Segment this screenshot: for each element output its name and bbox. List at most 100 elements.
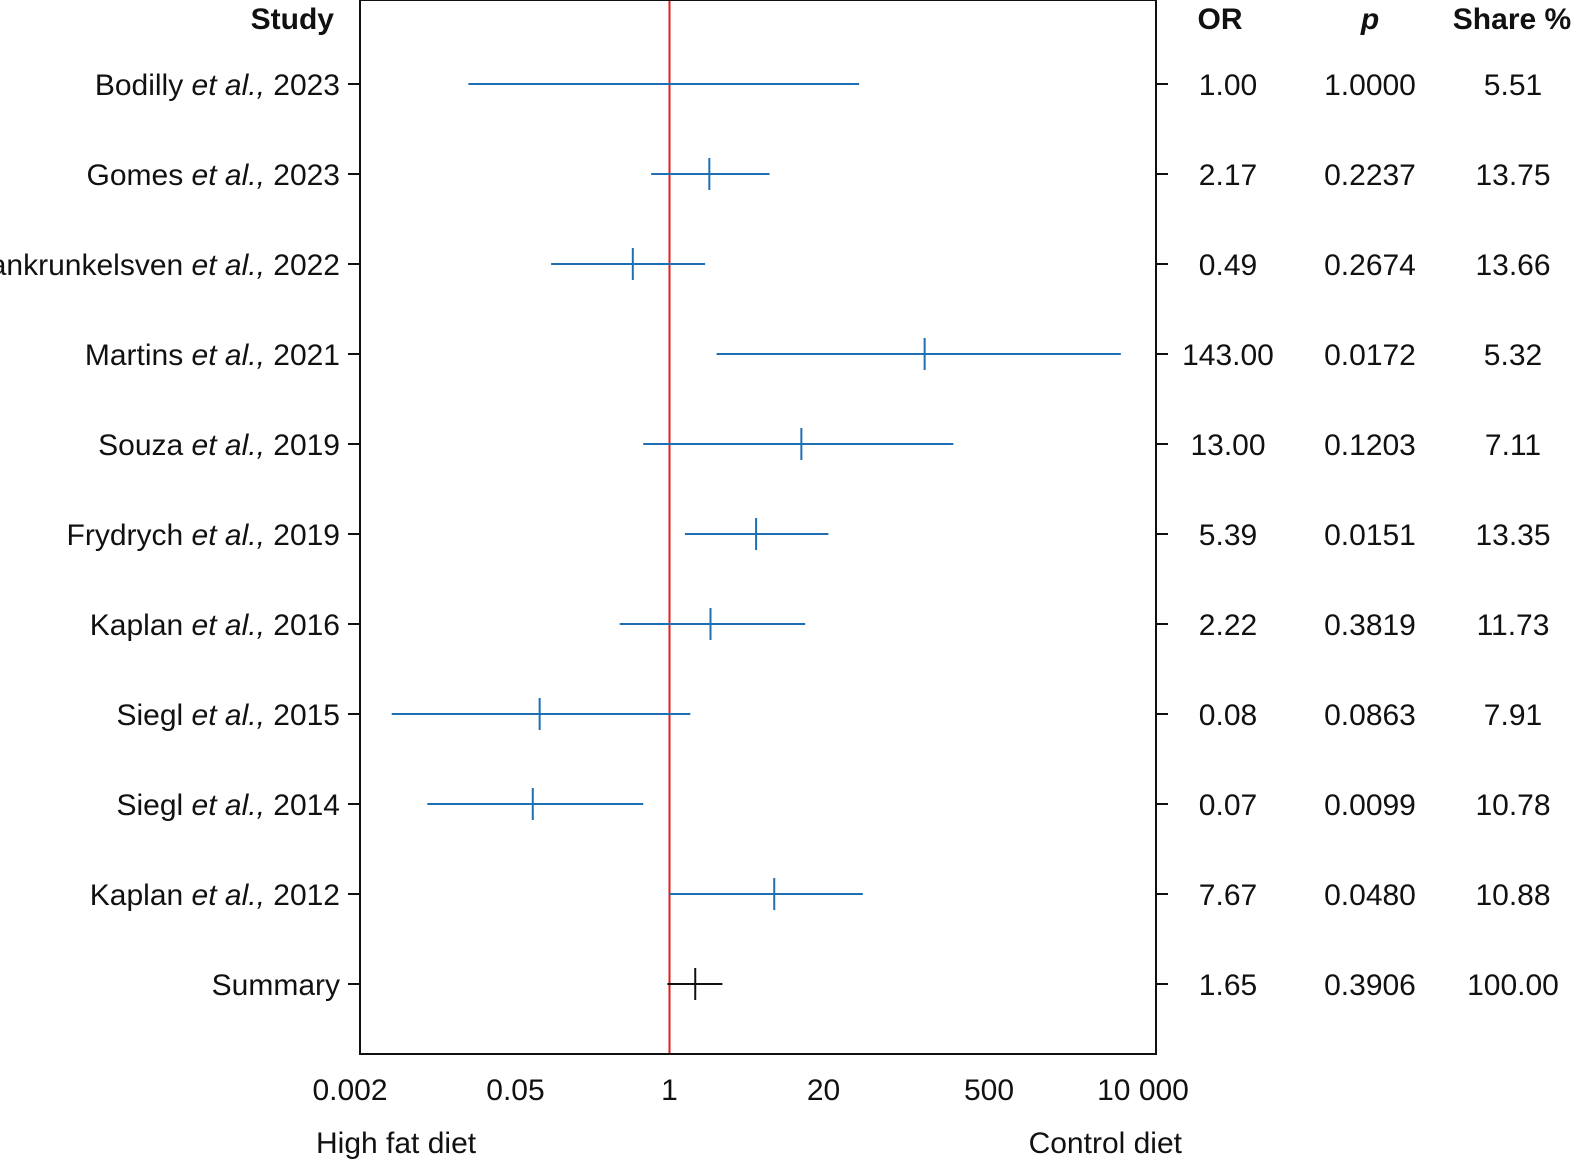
or-value: 0.49: [1199, 249, 1257, 282]
or-value: 143.00: [1182, 339, 1274, 372]
study-author: Kaplan: [90, 609, 192, 642]
share-value: 11.73: [1477, 609, 1550, 642]
p-value: 0.2674: [1324, 249, 1416, 282]
share-value: 7.11: [1485, 429, 1541, 462]
study-etal: et al.,: [192, 519, 265, 552]
study-author: Kaplan: [90, 879, 192, 912]
study-etal: et al.,: [192, 339, 265, 372]
study-row: Souza et al., 2019 13.00 0.1203 7.11: [98, 428, 1541, 462]
or-value: 0.08: [1199, 699, 1257, 732]
share-value: 7.91: [1484, 699, 1542, 732]
study-label: Vankrunkelsven et al., 2022: [0, 249, 340, 282]
share-value: 13.75: [1475, 159, 1550, 192]
header-p: p: [1360, 3, 1379, 36]
study-year: 2022: [265, 249, 340, 282]
x-tick-label: 1: [661, 1074, 678, 1107]
or-value: 1.65: [1199, 969, 1257, 1002]
study-label: Siegl et al., 2014: [117, 789, 341, 822]
study-author: Vankrunkelsven: [0, 249, 192, 282]
header-study: Study: [251, 3, 335, 36]
share-value: 13.66: [1475, 249, 1550, 282]
header-or: OR: [1198, 3, 1243, 36]
or-value: 5.39: [1199, 519, 1257, 552]
x-tick-label: 0.05: [486, 1074, 544, 1107]
summary-label: Summary: [212, 969, 340, 1002]
study-etal: et al.,: [192, 159, 265, 192]
study-year: 2021: [265, 339, 340, 372]
p-value: 1.0000: [1324, 69, 1416, 102]
study-year: 2012: [265, 879, 340, 912]
p-value: 0.1203: [1324, 429, 1416, 462]
or-value: 1.00: [1199, 69, 1257, 102]
x-tick-label: 500: [964, 1074, 1014, 1107]
study-row: Siegl et al., 2015 0.08 0.0863 7.91: [117, 698, 1542, 732]
study-label: Martins et al., 2021: [85, 339, 340, 372]
p-value: 0.3906: [1324, 969, 1416, 1002]
study-label: Bodilly et al., 2023: [95, 69, 340, 102]
p-value: 0.0863: [1324, 699, 1416, 732]
study-year: 2015: [265, 699, 340, 732]
study-year: 2019: [265, 519, 340, 552]
study-label: Gomes et al., 2023: [87, 159, 340, 192]
study-etal: et al.,: [192, 699, 265, 732]
study-label: Frydrych et al., 2019: [67, 519, 340, 552]
study-row: Kaplan et al., 2016 2.22 0.3819 11.73: [90, 608, 1550, 642]
study-etal: et al.,: [192, 879, 265, 912]
study-row: Siegl et al., 2014 0.07 0.0099 10.78: [117, 788, 1551, 822]
study-label: Kaplan et al., 2016: [90, 609, 340, 642]
study-label: Siegl et al., 2015: [117, 699, 341, 732]
study-author: Martins: [85, 339, 192, 372]
study-etal: et al.,: [192, 249, 265, 282]
study-year: 2023: [265, 69, 340, 102]
study-year: 2023: [265, 159, 340, 192]
study-author: Siegl: [117, 789, 192, 822]
study-row: Gomes et al., 2023 2.17 0.2237 13.75: [87, 158, 1551, 192]
x-tick-label: 20: [807, 1074, 840, 1107]
study-author: Summary: [212, 969, 340, 1002]
study-row: Vankrunkelsven et al., 2022 0.49 0.2674 13.…: [0, 248, 1551, 282]
study-etal: et al.,: [192, 69, 265, 102]
study-label: Kaplan et al., 2012: [90, 879, 340, 912]
x-tick-label: 0.002: [312, 1074, 387, 1107]
plot-frame: [359, 0, 1157, 1055]
study-year: 2016: [265, 609, 340, 642]
study-etal: et al.,: [192, 789, 265, 822]
or-value: 0.07: [1199, 789, 1257, 822]
study-row: Frydrych et al., 2019 5.39 0.0151 13.35: [67, 518, 1551, 552]
or-value: 13.00: [1190, 429, 1265, 462]
study-year: 2014: [265, 789, 340, 822]
or-value: 2.22: [1199, 609, 1257, 642]
study-etal: et al.,: [192, 429, 265, 462]
share-value: 5.51: [1484, 69, 1542, 102]
p-value: 0.0099: [1324, 789, 1416, 822]
study-author: Bodilly: [95, 69, 192, 102]
study-etal: et al.,: [192, 609, 265, 642]
share-value: 10.88: [1475, 879, 1550, 912]
p-value: 0.0172: [1324, 339, 1416, 372]
p-value: 0.0151: [1324, 519, 1416, 552]
study-author: Frydrych: [67, 519, 192, 552]
study-author: Souza: [98, 429, 191, 462]
header-share: Share %: [1453, 3, 1571, 36]
study-row: Martins et al., 2021 143.00 0.0172 5.32: [85, 338, 1542, 372]
summary-row: Summary 1.65 0.3906 100.00: [212, 968, 1559, 1002]
study-year: 2019: [265, 429, 340, 462]
or-value: 2.17: [1199, 159, 1257, 192]
study-row: Kaplan et al., 2012 7.67 0.0480 10.88: [90, 878, 1551, 912]
share-value: 100.00: [1467, 969, 1559, 1002]
footer-left-label: High fat diet: [316, 1127, 477, 1160]
footer-right-label: Control diet: [1029, 1127, 1183, 1160]
study-row: Bodilly et al., 2023 1.00 1.0000 5.51: [95, 69, 1542, 102]
study-author: Siegl: [117, 699, 192, 732]
x-tick-label: 10 000: [1097, 1074, 1189, 1107]
share-value: 5.32: [1484, 339, 1542, 372]
study-author: Gomes: [87, 159, 192, 192]
share-value: 13.35: [1475, 519, 1550, 552]
share-value: 10.78: [1475, 789, 1550, 822]
or-value: 7.67: [1199, 879, 1257, 912]
study-label: Souza et al., 2019: [98, 429, 340, 462]
p-value: 0.3819: [1324, 609, 1416, 642]
p-value: 0.0480: [1324, 879, 1416, 912]
p-value: 0.2237: [1324, 159, 1416, 192]
